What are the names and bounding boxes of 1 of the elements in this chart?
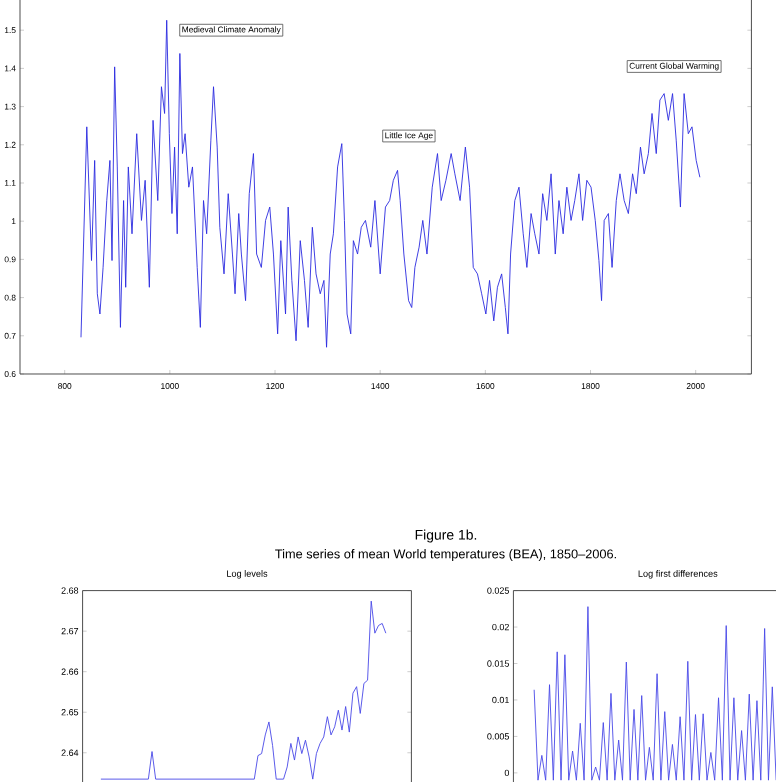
line-series xyxy=(533,606,776,781)
